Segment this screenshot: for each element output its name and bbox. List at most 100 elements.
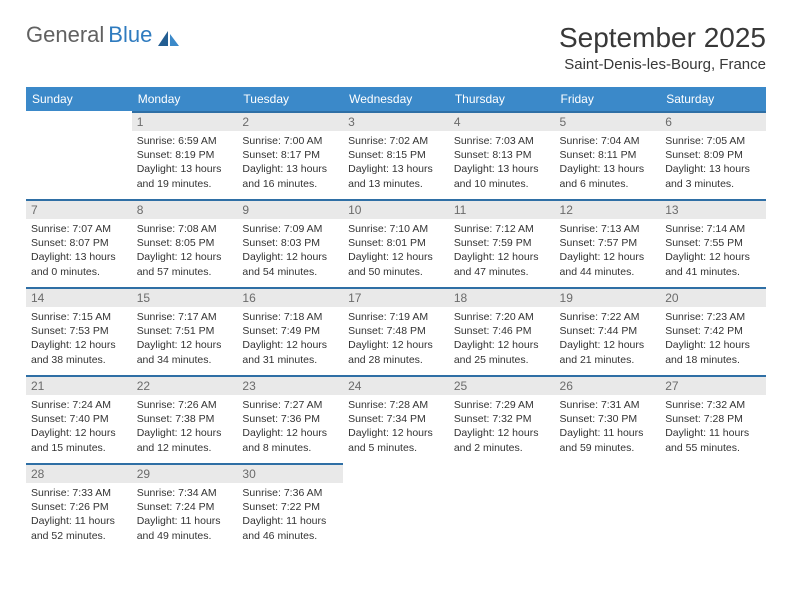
calendar-cell: 8Sunrise: 7:08 AMSunset: 8:05 PMDaylight…	[132, 199, 238, 287]
day-line: Sunset: 8:13 PM	[454, 148, 550, 162]
weekday-header: Thursday	[449, 87, 555, 111]
calendar-cell: 29Sunrise: 7:34 AMSunset: 7:24 PMDayligh…	[132, 463, 238, 551]
day-line: Sunrise: 7:14 AM	[665, 222, 761, 236]
day-line: Daylight: 13 hours	[242, 162, 338, 176]
day-line: Sunrise: 7:17 AM	[137, 310, 233, 324]
day-line: and 46 minutes.	[242, 529, 338, 543]
day-line: Sunset: 8:09 PM	[665, 148, 761, 162]
day-line: Daylight: 12 hours	[242, 426, 338, 440]
day-wrap: 18Sunrise: 7:20 AMSunset: 7:46 PMDayligh…	[449, 287, 555, 373]
day-line: Sunrise: 7:10 AM	[348, 222, 444, 236]
page-title: September 2025	[559, 22, 766, 54]
day-number: 5	[555, 113, 661, 131]
day-line: Sunset: 8:19 PM	[137, 148, 233, 162]
day-line: and 55 minutes.	[665, 441, 761, 455]
calendar-cell: 1 Sunrise: 6:59 AMSunset: 8:19 PMDaylight…	[132, 111, 238, 199]
day-wrap: 17Sunrise: 7:19 AMSunset: 7:48 PMDayligh…	[343, 287, 449, 373]
day-line: and 50 minutes.	[348, 265, 444, 279]
day-number: 15	[132, 289, 238, 307]
day-wrap: 13Sunrise: 7:14 AMSunset: 7:55 PMDayligh…	[660, 199, 766, 285]
day-line: Sunrise: 7:32 AM	[665, 398, 761, 412]
day-line: and 19 minutes.	[137, 177, 233, 191]
day-line: Sunrise: 7:31 AM	[560, 398, 656, 412]
day-line: and 8 minutes.	[242, 441, 338, 455]
day-number: 27	[660, 377, 766, 395]
calendar-cell: 28Sunrise: 7:33 AMSunset: 7:26 PMDayligh…	[26, 463, 132, 551]
calendar-cell: 20Sunrise: 7:23 AMSunset: 7:42 PMDayligh…	[660, 287, 766, 375]
day-line: Sunset: 8:15 PM	[348, 148, 444, 162]
day-number: 24	[343, 377, 449, 395]
day-number: 29	[132, 465, 238, 483]
weekday-header: Friday	[555, 87, 661, 111]
day-line: and 21 minutes.	[560, 353, 656, 367]
calendar-cell	[343, 463, 449, 551]
day-line: Daylight: 12 hours	[242, 250, 338, 264]
day-number: 1	[132, 113, 238, 131]
day-line: Daylight: 12 hours	[560, 338, 656, 352]
day-line: Sunrise: 7:04 AM	[560, 134, 656, 148]
calendar-cell: 12Sunrise: 7:13 AMSunset: 7:57 PMDayligh…	[555, 199, 661, 287]
day-line: Sunrise: 7:09 AM	[242, 222, 338, 236]
day-line: Daylight: 12 hours	[454, 426, 550, 440]
day-line: Sunrise: 7:23 AM	[665, 310, 761, 324]
day-number: 10	[343, 201, 449, 219]
day-wrap: 29Sunrise: 7:34 AMSunset: 7:24 PMDayligh…	[132, 463, 238, 549]
day-line: Daylight: 12 hours	[665, 250, 761, 264]
day-wrap: 30Sunrise: 7:36 AMSunset: 7:22 PMDayligh…	[237, 463, 343, 549]
day-line: Daylight: 11 hours	[242, 514, 338, 528]
day-line: and 0 minutes.	[31, 265, 127, 279]
day-line: Daylight: 13 hours	[560, 162, 656, 176]
day-line: Sunrise: 7:00 AM	[242, 134, 338, 148]
day-wrap: 28Sunrise: 7:33 AMSunset: 7:26 PMDayligh…	[26, 463, 132, 549]
day-line: and 10 minutes.	[454, 177, 550, 191]
calendar-cell: 10Sunrise: 7:10 AMSunset: 8:01 PMDayligh…	[343, 199, 449, 287]
calendar-row: 7Sunrise: 7:07 AMSunset: 8:07 PMDaylight…	[26, 199, 766, 287]
day-number: 14	[26, 289, 132, 307]
day-line: Sunset: 7:53 PM	[31, 324, 127, 338]
day-wrap: 26Sunrise: 7:31 AMSunset: 7:30 PMDayligh…	[555, 375, 661, 461]
day-line: Sunrise: 7:27 AM	[242, 398, 338, 412]
day-wrap: 8Sunrise: 7:08 AMSunset: 8:05 PMDaylight…	[132, 199, 238, 285]
day-wrap: 11Sunrise: 7:12 AMSunset: 7:59 PMDayligh…	[449, 199, 555, 285]
day-line: Sunrise: 7:28 AM	[348, 398, 444, 412]
day-wrap: 14Sunrise: 7:15 AMSunset: 7:53 PMDayligh…	[26, 287, 132, 373]
day-line: Sunrise: 7:20 AM	[454, 310, 550, 324]
day-details: Sunrise: 7:07 AMSunset: 8:07 PMDaylight:…	[31, 222, 127, 279]
day-number: 19	[555, 289, 661, 307]
day-line: Daylight: 12 hours	[137, 338, 233, 352]
day-line: Sunrise: 7:29 AM	[454, 398, 550, 412]
location: Saint-Denis-les-Bourg, France	[559, 56, 766, 73]
day-line: Daylight: 12 hours	[348, 250, 444, 264]
day-line: and 52 minutes.	[31, 529, 127, 543]
day-details: Sunrise: 7:14 AMSunset: 7:55 PMDaylight:…	[665, 222, 761, 279]
day-line: Sunrise: 7:05 AM	[665, 134, 761, 148]
day-wrap: 12Sunrise: 7:13 AMSunset: 7:57 PMDayligh…	[555, 199, 661, 285]
day-line: Daylight: 11 hours	[137, 514, 233, 528]
day-number: 25	[449, 377, 555, 395]
day-line: Sunset: 7:24 PM	[137, 500, 233, 514]
day-line: and 59 minutes.	[560, 441, 656, 455]
day-details: Sunrise: 6:59 AMSunset: 8:19 PMDaylight:…	[137, 134, 233, 191]
day-details: Sunrise: 7:36 AMSunset: 7:22 PMDaylight:…	[242, 486, 338, 543]
day-line: Sunset: 7:48 PM	[348, 324, 444, 338]
header: GeneralBlue September 2025 Saint-Denis-l…	[26, 22, 766, 83]
calendar-cell: 22Sunrise: 7:26 AMSunset: 7:38 PMDayligh…	[132, 375, 238, 463]
day-line: and 57 minutes.	[137, 265, 233, 279]
day-wrap: 20Sunrise: 7:23 AMSunset: 7:42 PMDayligh…	[660, 287, 766, 373]
calendar-cell: 14Sunrise: 7:15 AMSunset: 7:53 PMDayligh…	[26, 287, 132, 375]
day-line: Sunrise: 7:33 AM	[31, 486, 127, 500]
day-wrap: 19Sunrise: 7:22 AMSunset: 7:44 PMDayligh…	[555, 287, 661, 373]
day-wrap: 24Sunrise: 7:28 AMSunset: 7:34 PMDayligh…	[343, 375, 449, 461]
logo-text-1: General	[26, 22, 104, 48]
day-details: Sunrise: 7:05 AMSunset: 8:09 PMDaylight:…	[665, 134, 761, 191]
day-line: Sunset: 7:44 PM	[560, 324, 656, 338]
day-line: Sunset: 7:28 PM	[665, 412, 761, 426]
day-line: Sunrise: 7:03 AM	[454, 134, 550, 148]
calendar-cell: 19Sunrise: 7:22 AMSunset: 7:44 PMDayligh…	[555, 287, 661, 375]
day-line: Daylight: 12 hours	[665, 338, 761, 352]
day-details: Sunrise: 7:20 AMSunset: 7:46 PMDaylight:…	[454, 310, 550, 367]
calendar-cell	[26, 111, 132, 199]
calendar-cell: 24Sunrise: 7:28 AMSunset: 7:34 PMDayligh…	[343, 375, 449, 463]
day-line: Sunset: 7:30 PM	[560, 412, 656, 426]
day-line: Daylight: 13 hours	[665, 162, 761, 176]
